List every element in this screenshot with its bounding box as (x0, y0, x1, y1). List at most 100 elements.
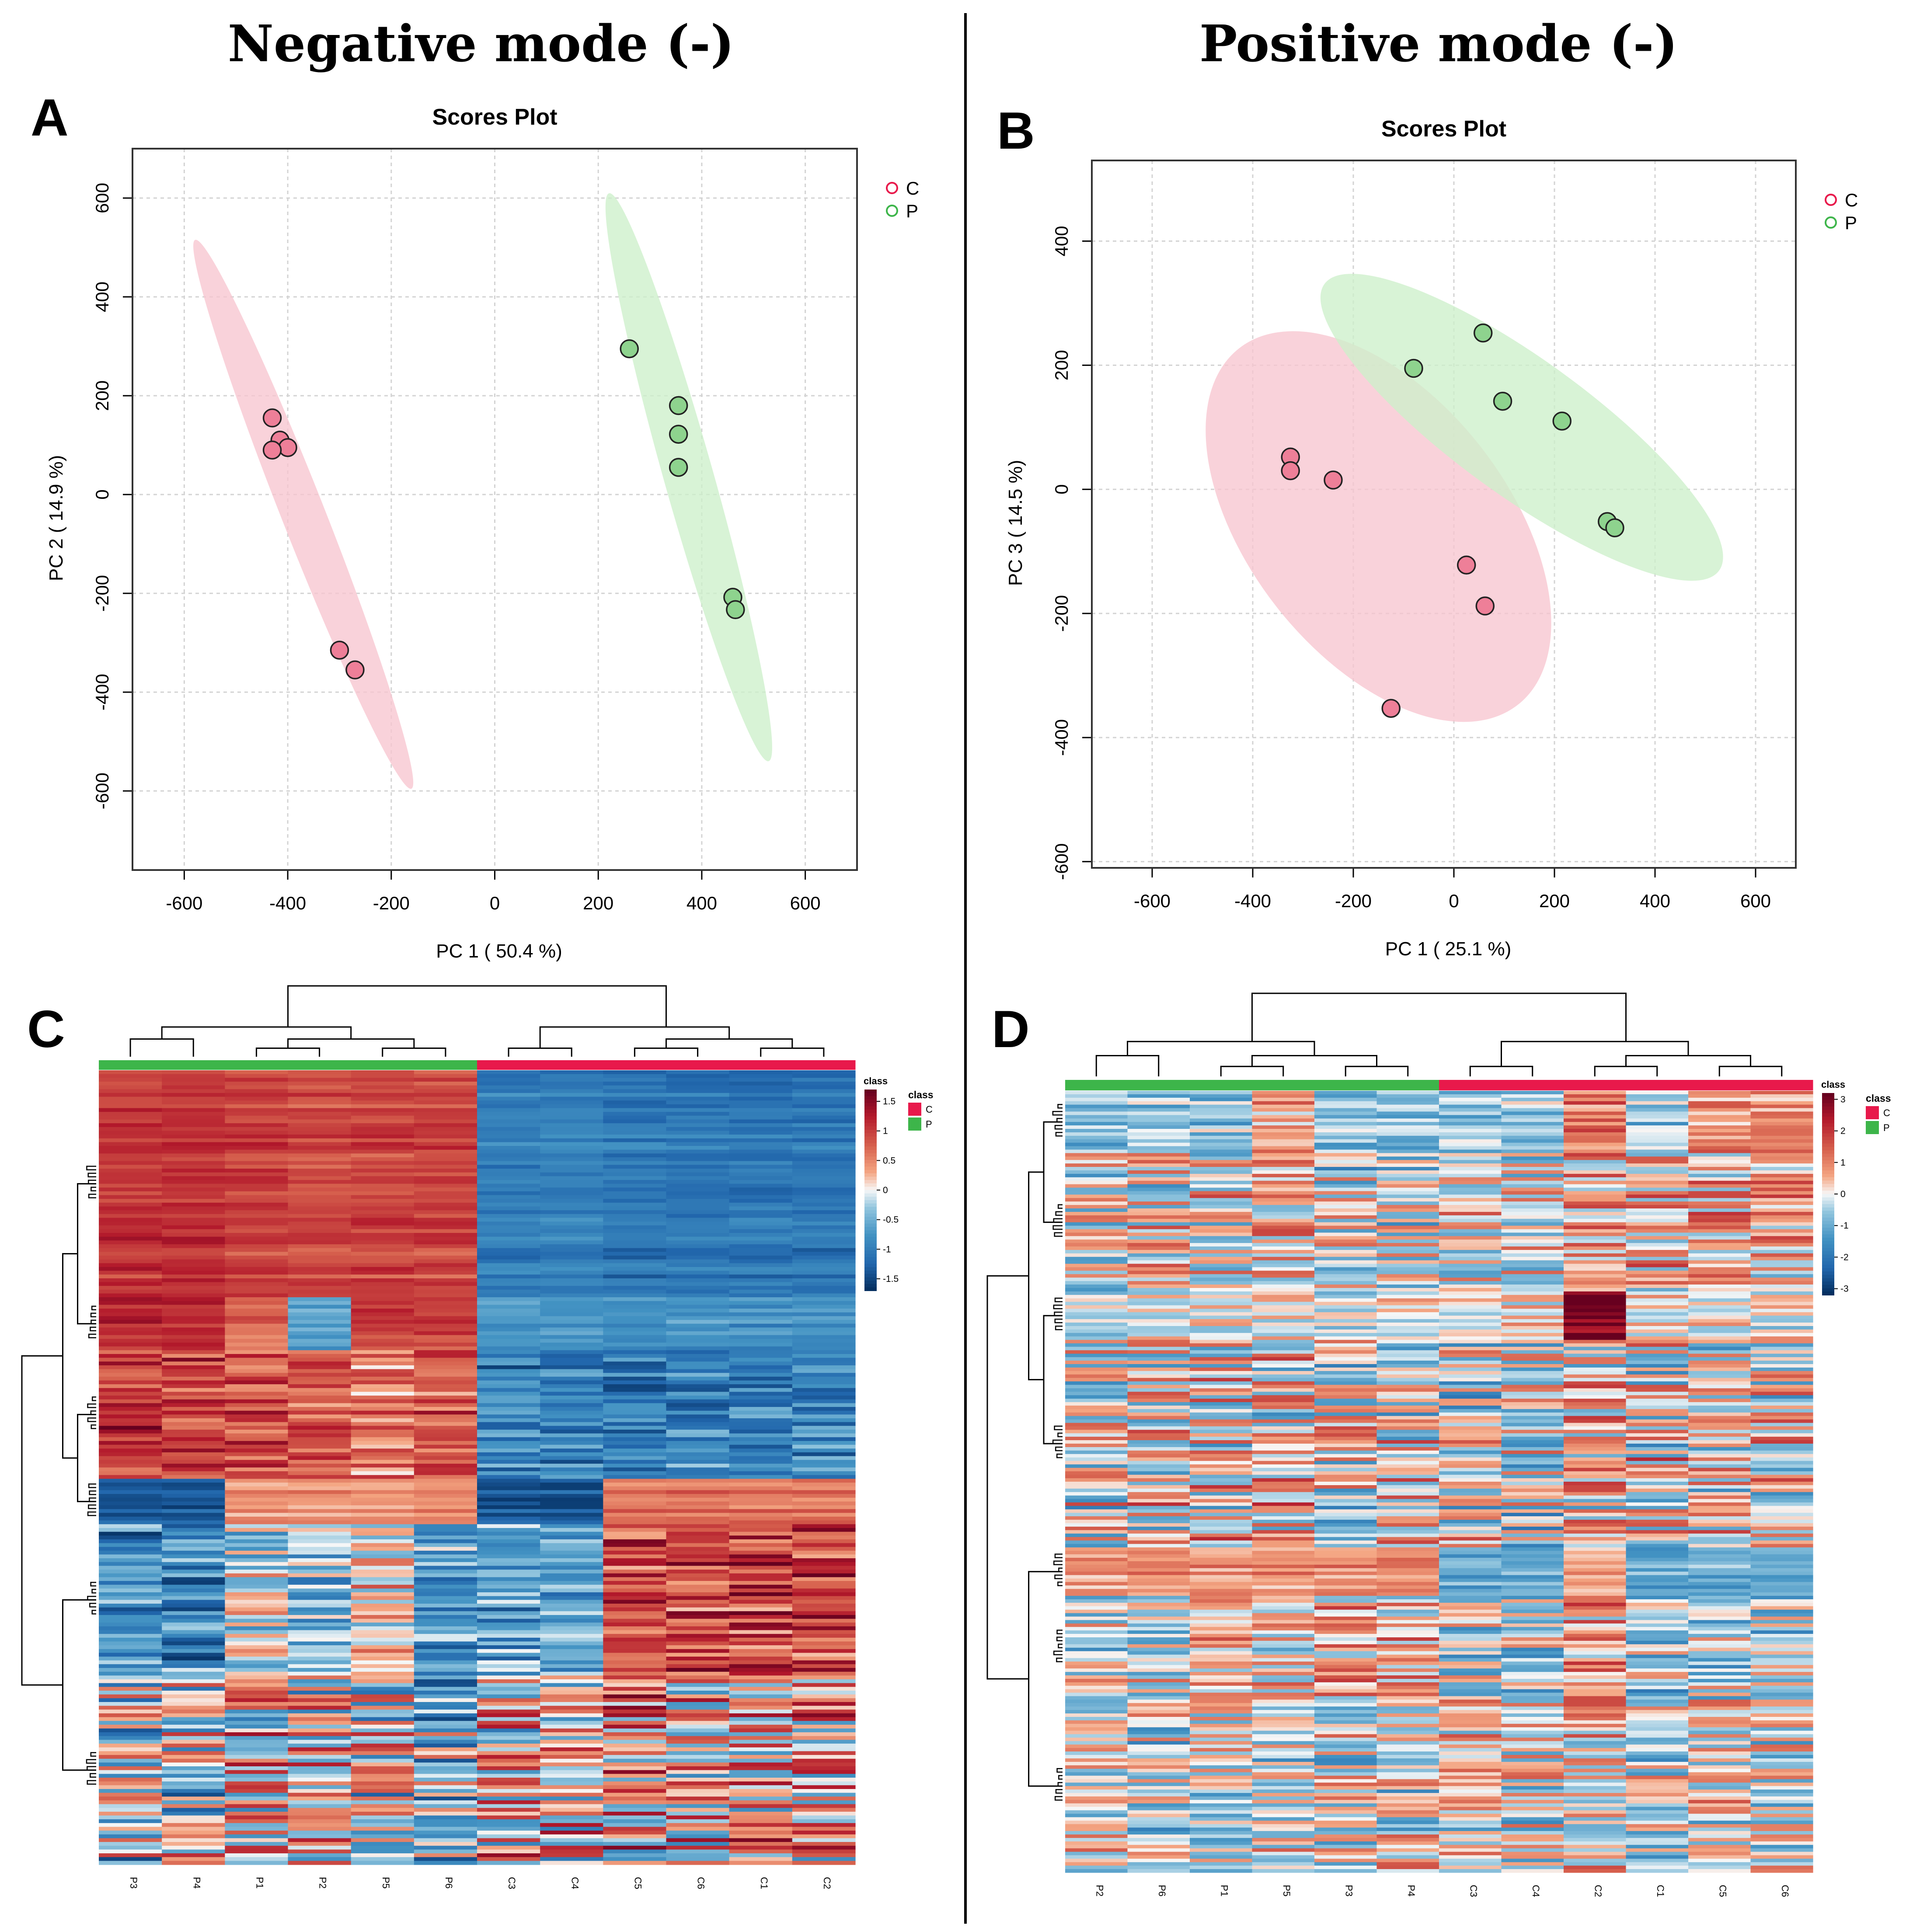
heatmap-cell (99, 1172, 162, 1177)
heatmap-cell (225, 1463, 289, 1468)
heatmap-cell (1065, 1271, 1128, 1274)
heatmap-cell (1750, 1609, 1813, 1614)
heatmap-cell (666, 1320, 730, 1324)
heatmap-cell (1626, 1492, 1689, 1496)
heatmap-cell (1501, 1336, 1564, 1340)
heatmap-cell (225, 1657, 289, 1661)
heatmap-cell (351, 1437, 415, 1441)
heatmap-cell (288, 1728, 352, 1733)
heatmap-cell (1065, 1156, 1128, 1160)
heatmap-cell (1564, 1533, 1627, 1538)
heatmap-cell (666, 1407, 730, 1411)
heatmap-cell (1439, 1367, 1502, 1372)
heatmap-cell (1750, 1675, 1813, 1679)
heatmap-cell (1065, 1703, 1128, 1707)
heatmap-cell (540, 1380, 603, 1385)
heatmap-cell (666, 1570, 730, 1574)
heatmap-cell (666, 1744, 730, 1748)
heatmap-cell (603, 1267, 667, 1271)
heatmap-cell (1190, 1232, 1253, 1236)
heatmap-cell (477, 1815, 540, 1820)
heatmap-cell (1314, 1302, 1377, 1306)
heatmap-cell (477, 1418, 540, 1423)
heatmap-cell (351, 1698, 415, 1702)
heatmap-cell (1626, 1361, 1689, 1365)
heatmap-cell (666, 1543, 730, 1547)
heatmap-cell (162, 1770, 225, 1774)
heatmap-cell (1564, 1129, 1627, 1133)
heatmap-cell (99, 1346, 162, 1351)
heatmap-cell (225, 1115, 289, 1120)
heatmap-cell (1750, 1239, 1813, 1243)
heatmap-cell (792, 1653, 856, 1657)
heatmap-cell (1376, 1609, 1439, 1614)
heatmap-cell (477, 1176, 540, 1180)
column-dendrogram-link (760, 1048, 825, 1057)
heatmap-cell (162, 1861, 225, 1865)
heatmap-cell (1190, 1582, 1253, 1586)
heatmap-cell (225, 1229, 289, 1233)
heatmap-cell (1065, 1609, 1128, 1614)
heatmap-cell (540, 1104, 603, 1109)
heatmap-cell (666, 1550, 730, 1555)
heatmap-cell (1439, 1589, 1502, 1593)
heatmap-cell (225, 1191, 289, 1196)
heatmap-cell (1626, 1713, 1689, 1717)
heatmap-cell (666, 1240, 730, 1245)
heatmap-cell (1065, 1682, 1128, 1686)
heatmap-cell (288, 1486, 352, 1491)
heatmap-cell (1190, 1506, 1253, 1510)
heatmap-cell (288, 1115, 352, 1120)
heatmap-cell (1750, 1184, 1813, 1188)
colorbar-step (864, 1281, 877, 1285)
heatmap-cell (792, 1706, 856, 1710)
heatmap-cell (792, 1149, 856, 1154)
heatmap-cell (1750, 1388, 1813, 1392)
heatmap-cell (729, 1713, 793, 1718)
heatmap-cell (1750, 1264, 1813, 1268)
heatmap-cell (477, 1732, 540, 1737)
heatmap-cell (1750, 1502, 1813, 1506)
heatmap-cell (792, 1267, 856, 1271)
heatmap-cell (99, 1414, 162, 1419)
class-bar-C4 (1501, 1080, 1564, 1090)
heatmap-cell (1314, 1101, 1377, 1105)
heatmap-cell (99, 1407, 162, 1411)
heatmap-cell (540, 1373, 603, 1377)
heatmap-cell (1065, 1437, 1128, 1441)
heatmap-cell (477, 1350, 540, 1354)
heatmap-cell (351, 1323, 415, 1328)
heatmap-cell (729, 1407, 793, 1411)
heatmap-cell (225, 1286, 289, 1290)
heatmap-cell (414, 1369, 477, 1373)
heatmap-cell (477, 1494, 540, 1498)
heatmap-cell (1501, 1513, 1564, 1517)
heatmap-cell (1190, 1309, 1253, 1312)
heatmap-cell (729, 1074, 793, 1078)
heatmap-cell (1252, 1516, 1315, 1520)
heatmap-cell (477, 1570, 540, 1574)
heatmap-cell (225, 1777, 289, 1782)
heatmap-cell (729, 1153, 793, 1158)
heatmap-cell (1314, 1419, 1377, 1424)
heatmap-cell (477, 1278, 540, 1283)
heatmap-cell (477, 1717, 540, 1721)
heatmap-cell (1626, 1437, 1689, 1441)
heatmap-cell (288, 1717, 352, 1721)
heatmap-cell (666, 1422, 730, 1426)
heatmap-cell (729, 1195, 793, 1199)
heatmap-cell (729, 1811, 793, 1816)
heatmap-cell (1314, 1215, 1377, 1219)
heatmap-cell (99, 1497, 162, 1502)
heatmap-cell (162, 1089, 225, 1093)
heatmap-cell (729, 1842, 793, 1846)
heatmap-cell (1750, 1274, 1813, 1278)
heatmap-cell (1065, 1533, 1128, 1538)
heatmap-cell (414, 1376, 477, 1381)
heatmap-cell (225, 1426, 289, 1430)
heatmap-cell (1750, 1537, 1813, 1541)
heatmap-cell (1439, 1571, 1502, 1576)
heatmap-cell (603, 1603, 667, 1608)
heatmap-cell (1314, 1156, 1377, 1160)
heatmap-cell (540, 1335, 603, 1339)
